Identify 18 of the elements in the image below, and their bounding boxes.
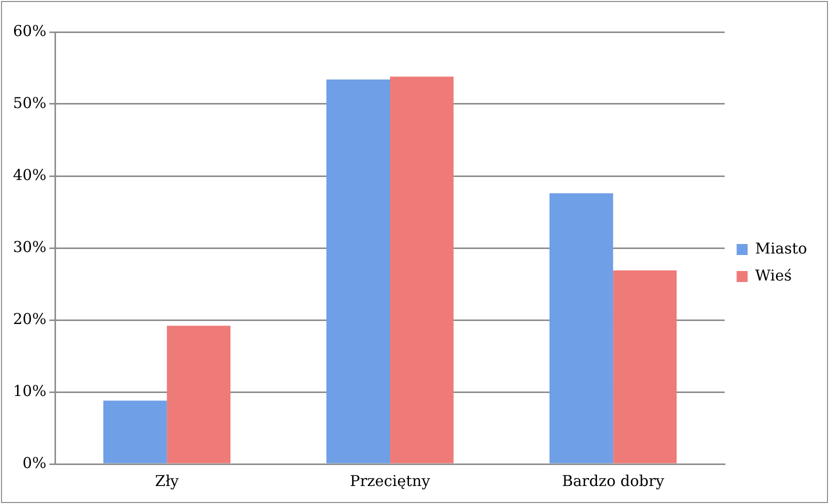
y-tick-label: 0% — [22, 454, 46, 472]
bar — [390, 76, 454, 464]
legend-label: Miasto — [755, 239, 808, 258]
y-tick-label: 60% — [12, 22, 46, 40]
y-tick-label: 20% — [12, 310, 46, 328]
bar — [166, 326, 230, 464]
bar — [103, 400, 167, 464]
y-tick-label: 10% — [12, 382, 46, 400]
y-tick-label: 30% — [12, 238, 46, 256]
bar — [550, 193, 614, 464]
bar — [326, 80, 390, 464]
legend-label: Wieś — [755, 266, 792, 284]
bar — [613, 270, 677, 464]
x-tick-label: Przeciętny — [350, 472, 431, 490]
x-tick-label: Zły — [155, 472, 180, 490]
y-tick-label: 40% — [12, 166, 46, 184]
x-tick-label: Bardzo dobry — [562, 472, 665, 490]
y-tick-label: 50% — [12, 94, 46, 112]
